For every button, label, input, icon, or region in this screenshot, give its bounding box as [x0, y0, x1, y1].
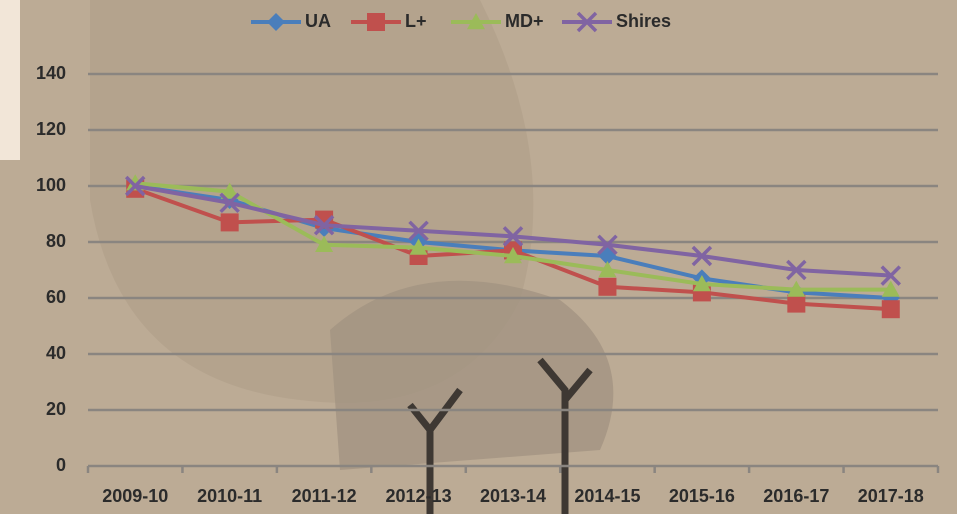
- y-tick-label: 20: [46, 399, 66, 419]
- point: [786, 259, 807, 281]
- legend-marker: [576, 11, 598, 33]
- y-tick-label: 80: [46, 231, 66, 251]
- legend-marker: [467, 13, 485, 30]
- x-tick-label: 2017-18: [858, 486, 924, 506]
- point: [880, 265, 902, 286]
- y-tick-label: 60: [46, 287, 66, 307]
- legend-label: UA: [305, 11, 331, 31]
- point: [313, 214, 335, 236]
- point: [219, 192, 240, 214]
- point: [124, 175, 146, 197]
- point: [504, 247, 522, 264]
- point: [881, 280, 900, 297]
- x-tick-label: 2015-16: [669, 486, 735, 506]
- legend-label: Shires: [616, 11, 671, 31]
- point: [315, 235, 334, 252]
- point: [787, 294, 806, 313]
- x-tick-label: 2010-11: [197, 486, 262, 506]
- x-tick-label: 2014-15: [574, 486, 640, 506]
- y-tick-label: 40: [46, 343, 66, 363]
- point: [598, 277, 617, 296]
- y-tick-label: 140: [36, 63, 66, 83]
- legend-marker: [367, 13, 385, 31]
- point: [787, 280, 806, 297]
- x-tick-label: 2009-10: [102, 486, 168, 506]
- point: [691, 245, 713, 267]
- point: [692, 275, 711, 292]
- point: [598, 261, 617, 278]
- point: [881, 300, 900, 319]
- y-tick-label: 0: [56, 455, 66, 475]
- point: [409, 238, 428, 255]
- y-tick-label: 100: [36, 175, 66, 195]
- x-tick-label: 2013-14: [480, 486, 546, 506]
- x-tick-label: 2011-12: [292, 486, 357, 506]
- x-tick-label: 2012-13: [386, 486, 452, 506]
- y-tick-label: 120: [36, 119, 66, 139]
- point: [502, 226, 524, 247]
- legend-marker: [267, 13, 285, 31]
- point: [220, 182, 239, 199]
- x-tick-label: 2016-17: [763, 486, 829, 506]
- decoration: [0, 0, 20, 160]
- point: [220, 213, 239, 232]
- decoration: [330, 280, 614, 470]
- legend-label: L+: [405, 11, 427, 31]
- legend-label: MD+: [505, 11, 544, 31]
- point: [597, 234, 618, 256]
- point: [408, 220, 429, 242]
